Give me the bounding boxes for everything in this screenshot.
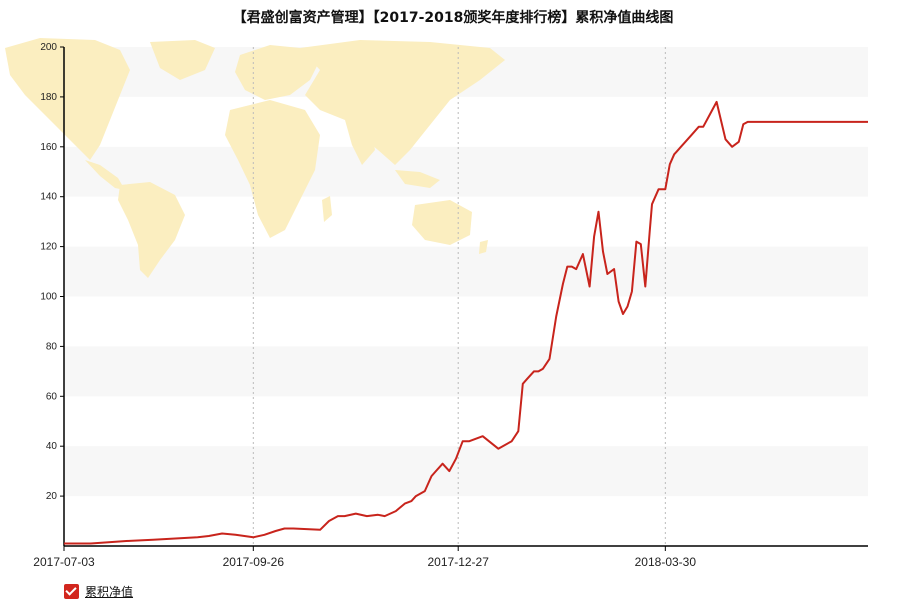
vertical-grid-lines [252, 47, 666, 546]
series-layer [64, 100, 868, 545]
y-tick-label: 200 [40, 42, 57, 53]
plot-band [64, 146, 868, 197]
chart-title: 【君盛创富资产管理】【2017-2018颁奖年度排行榜】累积净值曲线图 [233, 9, 674, 26]
legend-item-nav[interactable]: 累积净值 [64, 583, 133, 600]
y-tick-label: 80 [46, 341, 58, 352]
plot-band [64, 446, 868, 497]
legend-label: 累积净值 [85, 585, 134, 599]
y-tick-label: 180 [40, 92, 57, 103]
y-tick-label: 40 [46, 441, 58, 452]
y-tick-label: 100 [40, 292, 57, 303]
checkbox-checked-icon[interactable] [64, 584, 79, 599]
y-tick-label: 120 [40, 242, 57, 253]
x-tick-label: 2018-03-30 [635, 555, 697, 569]
x-tick-label: 2017-09-26 [223, 555, 285, 569]
y-tick-label: 140 [40, 192, 57, 203]
y-tick-label: 160 [40, 142, 57, 153]
x-tick-label: 2017-07-03 [33, 555, 95, 569]
plot-band [64, 246, 868, 297]
world-map-watermark [5, 38, 505, 278]
y-tick-label: 20 [46, 491, 58, 502]
x-tick-label: 2017-12-27 [428, 555, 490, 569]
series-line [64, 100, 868, 545]
plot-background-bands [64, 47, 868, 497]
x-axis-ticks: 2017-07-03 2017-09-26 2017-12-27 2018-03-30 [33, 546, 696, 569]
y-axis-ticks: 20 40 60 80 100 120 140 160 180 200 [40, 42, 64, 502]
y-tick-label: 60 [46, 391, 58, 402]
plot-band [64, 346, 868, 397]
